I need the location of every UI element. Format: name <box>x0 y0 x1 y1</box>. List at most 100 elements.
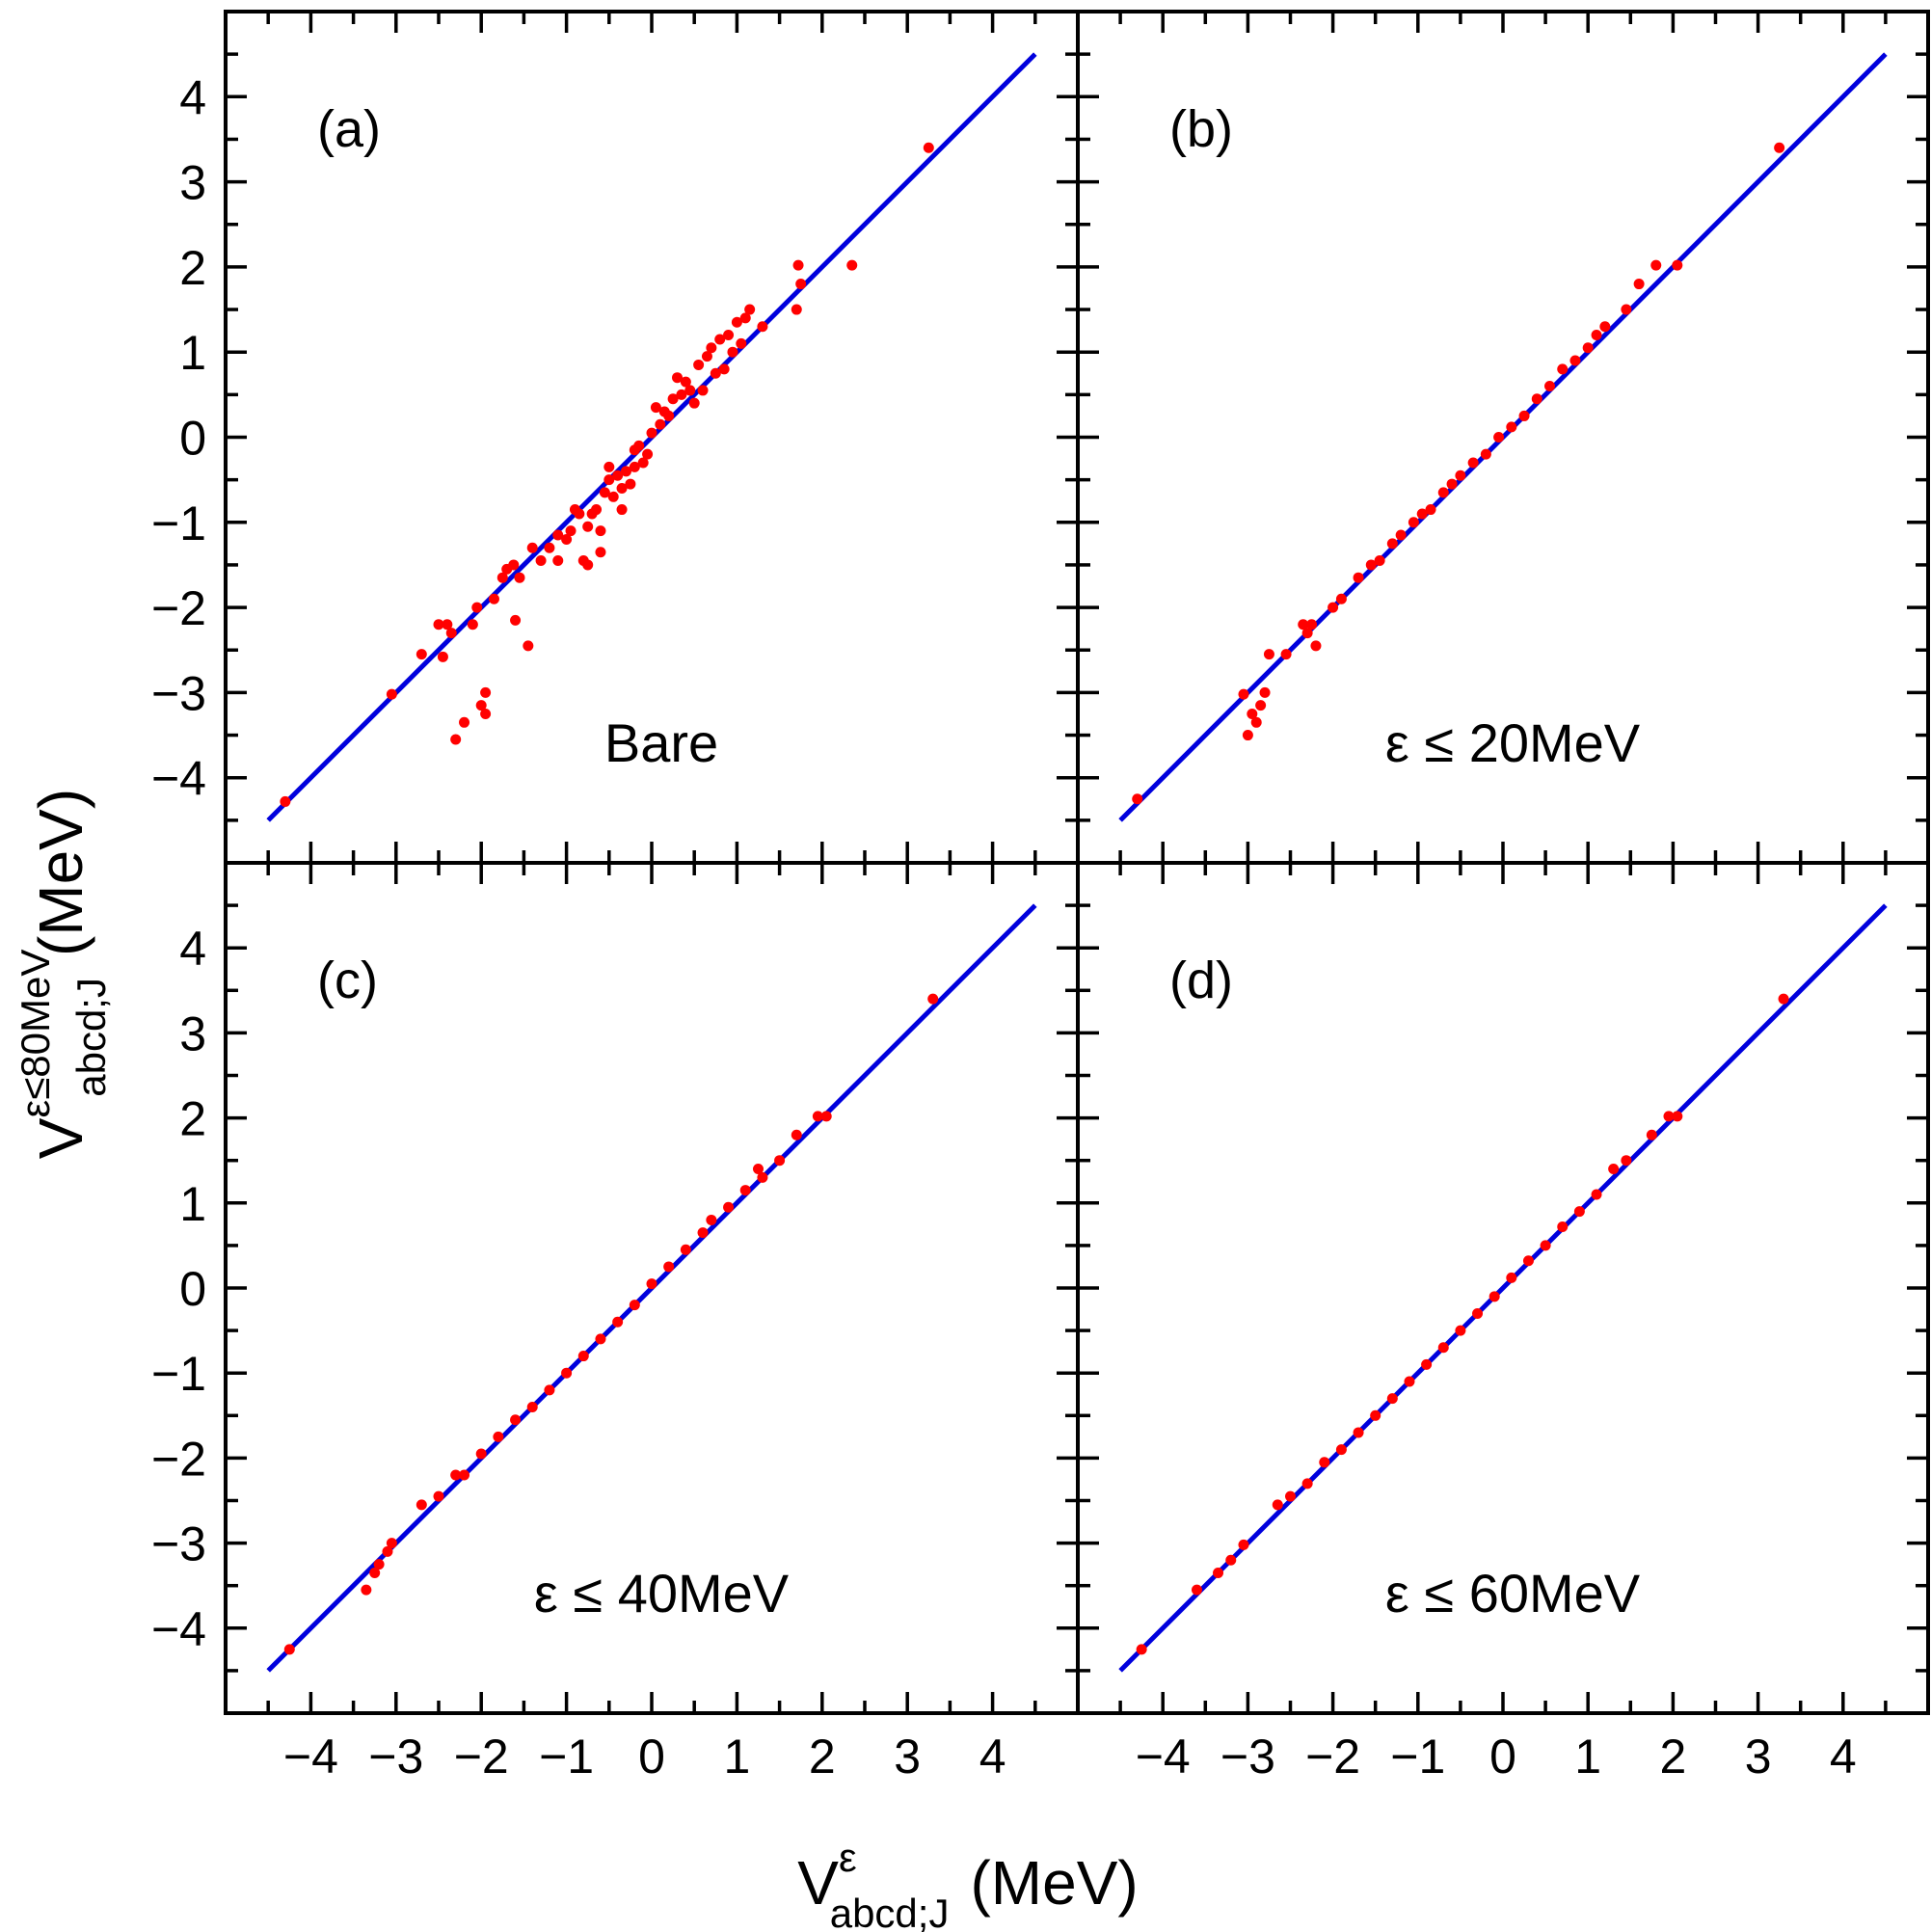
data-point <box>1374 555 1385 567</box>
data-point <box>629 1300 640 1311</box>
y-tick-label: 1 <box>179 1177 206 1231</box>
data-point <box>731 316 742 328</box>
data-point <box>820 1111 832 1122</box>
x-tick-label: 0 <box>638 1730 665 1784</box>
data-point <box>697 1227 709 1239</box>
y-tick-label: 3 <box>179 1006 206 1060</box>
data-point <box>1255 700 1267 711</box>
data-point <box>561 1367 573 1379</box>
data-point <box>459 1469 470 1481</box>
x-tick-label: 1 <box>1574 1730 1601 1784</box>
data-point <box>1425 504 1436 516</box>
panel-c: −4 −3 −2 −1 0 1 2 3 4 −4 −3 −2 −1 0 1 2 3 4 (c) ε ≤ 40MeV <box>151 861 1080 1784</box>
data-point <box>1455 470 1466 481</box>
data-point <box>523 640 534 652</box>
data-point <box>1408 517 1419 528</box>
panel-label: (c) <box>317 952 378 1009</box>
data-point <box>846 259 858 271</box>
data-point <box>1650 259 1662 271</box>
data-point <box>1488 1291 1500 1302</box>
x-tick-label: −4 <box>283 1730 338 1784</box>
data-point <box>693 359 705 370</box>
data-point <box>616 482 628 494</box>
data-point <box>637 457 649 469</box>
data-point <box>373 1559 385 1570</box>
y-tick-label: 4 <box>179 70 206 124</box>
data-point <box>595 1333 606 1345</box>
data-point <box>1247 708 1258 719</box>
y-tick-label: −2 <box>151 581 206 635</box>
data-point <box>650 402 661 414</box>
data-point <box>667 393 679 405</box>
data-point <box>774 1155 786 1167</box>
data-point <box>646 1278 657 1290</box>
x-tick-label: 3 <box>1745 1730 1772 1784</box>
data-point <box>475 1448 487 1460</box>
panel-label: (b) <box>1169 100 1233 158</box>
data-point <box>1298 619 1309 631</box>
data-point <box>595 547 606 558</box>
data-point <box>561 533 573 545</box>
data-point <box>629 461 640 472</box>
data-point <box>620 466 631 477</box>
data-point <box>1370 1409 1381 1421</box>
panel-label: (a) <box>317 100 381 158</box>
data-point <box>1663 1111 1675 1122</box>
data-point <box>1386 538 1398 550</box>
data-point <box>1132 793 1143 805</box>
data-point <box>1353 1427 1364 1438</box>
data-point <box>1353 572 1364 583</box>
data-point <box>1421 1358 1433 1370</box>
data-point <box>1621 304 1632 315</box>
data-point <box>697 385 709 396</box>
data-point <box>1608 1164 1620 1175</box>
data-point <box>544 542 555 553</box>
x-tick-label: 2 <box>809 1730 836 1784</box>
data-point <box>280 795 291 807</box>
data-point <box>1480 448 1491 460</box>
data-point <box>1540 1240 1551 1251</box>
y-tick-label: 2 <box>179 1092 206 1146</box>
data-point <box>565 525 577 537</box>
panel-label: (d) <box>1169 952 1233 1009</box>
y-tick-label: −4 <box>151 752 206 806</box>
data-point <box>480 686 492 698</box>
data-point <box>1506 1272 1517 1283</box>
data-point <box>1285 1490 1296 1502</box>
data-point <box>1633 279 1645 290</box>
data-point <box>1472 1307 1484 1319</box>
data-point <box>616 504 628 516</box>
data-point <box>1582 342 1594 354</box>
data-point <box>595 525 606 537</box>
x-tick-label: −1 <box>539 1730 594 1784</box>
data-point <box>688 397 700 409</box>
data-point <box>442 619 453 631</box>
data-point <box>791 304 802 315</box>
data-point <box>718 363 730 375</box>
y-axis-title-sup: ε≤80MeV <box>13 950 58 1118</box>
panels-layer: −4 −3 −2 −1 0 1 2 3 4 (a) Bare (b) ε ≤ 20MeV −4 −3 −2 −1… <box>151 10 1930 1784</box>
x-tick-label: −3 <box>368 1730 423 1784</box>
data-point <box>1365 559 1377 571</box>
data-point <box>526 542 538 553</box>
panel-note: ε ≤ 60MeV <box>1385 1563 1641 1623</box>
data-point <box>1238 688 1249 700</box>
data-point <box>471 602 483 613</box>
data-point <box>1404 1376 1415 1387</box>
data-point <box>1557 363 1569 375</box>
data-point <box>812 1111 823 1122</box>
data-point <box>1301 628 1313 639</box>
data-point <box>535 555 547 567</box>
x-tick-label: −3 <box>1220 1730 1275 1784</box>
data-point <box>723 1201 735 1213</box>
x-tick-label: 4 <box>1830 1730 1857 1784</box>
data-point <box>1672 1111 1683 1122</box>
x-axis-title-sub: abcd;J <box>830 1891 950 1932</box>
data-point <box>739 1185 751 1196</box>
data-point <box>1191 1584 1202 1596</box>
panel-note: ε ≤ 40MeV <box>534 1563 790 1623</box>
data-point <box>450 734 462 745</box>
data-point <box>642 448 654 460</box>
